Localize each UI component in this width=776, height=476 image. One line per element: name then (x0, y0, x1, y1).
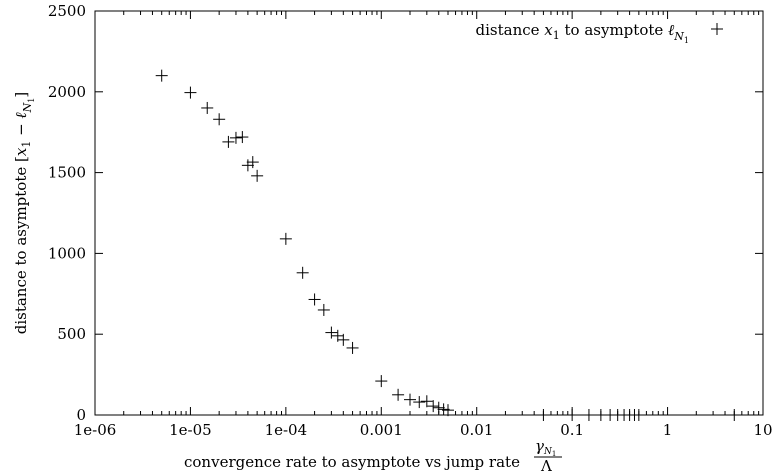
data-point (404, 393, 417, 406)
x-tick-label: 0.01 (460, 421, 493, 439)
data-series (155, 69, 741, 421)
x-tick-label: 1e-06 (74, 421, 117, 439)
data-point (296, 266, 309, 279)
x-tick-label: 1e-04 (265, 421, 308, 439)
data-point (222, 135, 235, 148)
x-axis-label-fraction: γN1 Λ (534, 437, 562, 475)
x-axis-label: convergence rate to asymptote vs jump ra… (184, 453, 520, 471)
data-point (582, 409, 595, 421)
y-tick-label: 2500 (48, 2, 86, 20)
x-axis: 1e-06 1e-05 1e-04 0.001 0.01 0.1 1 10 (74, 11, 773, 439)
data-point (337, 333, 350, 346)
data-point (325, 326, 338, 339)
x-tick-label: 10 (753, 421, 772, 439)
x-tick-label: 0.001 (360, 421, 403, 439)
data-point (279, 232, 292, 245)
y-tick-label: 500 (57, 325, 86, 343)
x-tick-label: 1e-05 (169, 421, 212, 439)
data-point (432, 401, 445, 414)
data-point (420, 395, 433, 408)
data-point (566, 409, 579, 421)
data-point (375, 375, 388, 388)
y-tick-label: 1500 (48, 164, 86, 182)
y-tick-label: 0 (76, 406, 86, 424)
data-point (246, 156, 259, 169)
svg-text:Λ: Λ (540, 457, 552, 475)
plot-frame (94, 10, 764, 416)
data-point (236, 131, 249, 144)
y-axis: 0 500 1000 1500 2000 2500 (48, 2, 763, 424)
data-point (441, 404, 454, 417)
data-point (184, 86, 197, 99)
y-axis-label: distance to asymptote [x1 − ℓN1] (12, 92, 36, 335)
data-point (427, 400, 440, 413)
data-point (251, 169, 264, 182)
y-tick-label: 2000 (48, 83, 86, 101)
data-point (213, 113, 226, 126)
data-point (308, 293, 321, 306)
y-tick-label: 1000 (48, 244, 86, 262)
data-point (632, 409, 645, 421)
data-point (241, 159, 254, 172)
data-point (413, 396, 426, 409)
data-point (201, 101, 214, 114)
x-tick-label: 1 (663, 421, 673, 439)
svg-text:γN1: γN1 (535, 437, 556, 458)
data-point (728, 409, 741, 421)
data-point (317, 303, 330, 316)
data-point (229, 131, 242, 144)
data-point (346, 341, 359, 354)
legend-label: distance x1 to asymptote ℓN1 (476, 21, 690, 45)
legend: distance x1 to asymptote ℓN1 (476, 21, 723, 45)
data-point (155, 69, 168, 82)
legend-marker (711, 23, 723, 35)
data-point (537, 409, 550, 421)
x-tick-label: 0.1 (560, 421, 584, 439)
data-point (392, 388, 405, 401)
